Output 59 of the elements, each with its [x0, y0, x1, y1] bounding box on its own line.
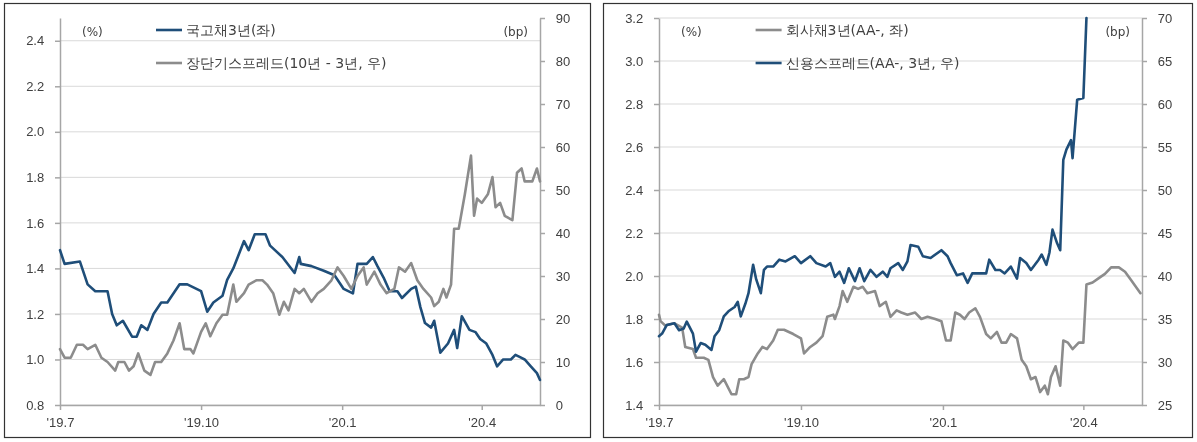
y-axis-title: (%): [681, 25, 702, 39]
y2-tick-label: 50: [555, 182, 571, 198]
x-tick-label: '19.10: [783, 415, 819, 431]
y2-tick-label: 80: [555, 53, 571, 69]
y2-tick-label: 40: [555, 225, 571, 241]
y-tick-label: 3.2: [625, 10, 644, 26]
y2-tick-label: 0: [555, 397, 564, 413]
line-series: [657, 266, 1142, 396]
y2-tick-label: 30: [555, 268, 571, 284]
y-tick-label: 1.6: [625, 354, 644, 370]
y2-axis-title: (bp): [1105, 25, 1130, 39]
y-tick-label: 2.2: [625, 225, 644, 241]
y-tick-label: 1.4: [26, 261, 45, 277]
y2-tick-label: 70: [555, 96, 571, 112]
y2-tick-label: 25: [1157, 397, 1173, 413]
x-tick-label: '19.7: [645, 415, 674, 431]
y-tick-label: 2.6: [625, 139, 644, 155]
y-tick-label: 1.0: [26, 352, 45, 368]
y2-tick-label: 20: [555, 311, 571, 327]
y-tick-label: 2.4: [26, 33, 45, 49]
y2-tick-label: 10: [555, 354, 571, 370]
line-series: [58, 232, 542, 382]
y-tick-label: 2.0: [625, 268, 644, 284]
y2-tick-label: 55: [1157, 139, 1173, 155]
y2-tick-label: 45: [1157, 225, 1173, 241]
line-series: [58, 154, 542, 377]
y-tick-label: 2.0: [26, 124, 45, 140]
y2-axis-title: (bp): [503, 25, 528, 39]
legend-label: 장단기스프레드(10년 - 3년, 우): [186, 55, 387, 71]
x-tick-label: '20.4: [1069, 415, 1098, 431]
y2-tick-label: 40: [1157, 268, 1173, 284]
x-tick-label: '19.7: [46, 415, 75, 431]
y-tick-label: 1.2: [26, 306, 45, 322]
x-tick-label: '20.1: [328, 415, 357, 431]
y2-tick-label: 50: [1157, 182, 1173, 198]
y-tick-label: 1.8: [625, 311, 644, 327]
y2-tick-label: 70: [1157, 10, 1173, 26]
y2-tick-label: 90: [555, 10, 571, 26]
x-tick-label: '19.10: [184, 415, 220, 431]
y-tick-label: 1.4: [625, 397, 644, 413]
y2-tick-label: 35: [1157, 311, 1173, 327]
y-tick-label: 1.6: [26, 215, 45, 231]
y-tick-label: 3.0: [625, 53, 644, 69]
legend-label: 국고채3년(좌): [186, 22, 276, 38]
y-tick-label: 1.8: [26, 170, 45, 186]
y-tick-label: 2.4: [625, 182, 644, 198]
legend-label: 회사채3년(AA-, 좌): [785, 22, 909, 38]
line-series: [657, 16, 1088, 353]
y2-tick-label: 30: [1157, 354, 1173, 370]
y2-tick-label: 60: [555, 139, 571, 155]
y2-tick-label: 65: [1157, 53, 1173, 69]
y2-tick-label: 60: [1157, 96, 1173, 112]
y-tick-label: 2.8: [625, 96, 644, 112]
x-tick-label: '20.4: [468, 415, 497, 431]
y-tick-label: 2.2: [26, 78, 45, 94]
legend-label: 신용스프레드(AA-, 3년, 우): [785, 55, 960, 71]
y-axis-title: (%): [82, 25, 103, 39]
x-tick-label: '20.1: [929, 415, 958, 431]
y-tick-label: 0.8: [26, 397, 45, 413]
